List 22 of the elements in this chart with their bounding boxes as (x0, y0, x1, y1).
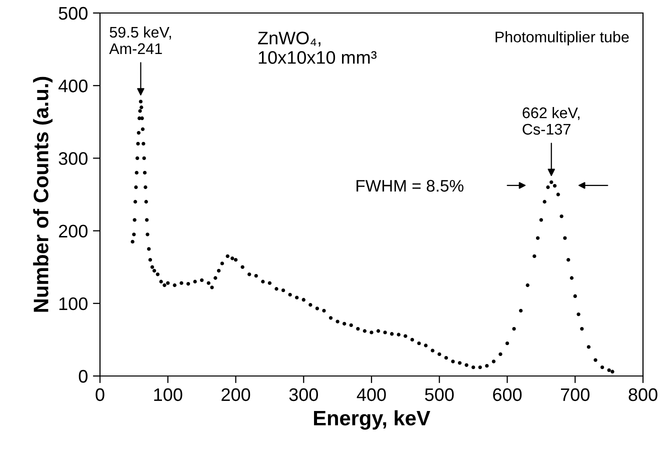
y-tick-label: 200 (58, 224, 88, 238)
x-axis-title: Energy, keV (314, 410, 430, 430)
annotation: 662 keV, Cs-137 (522, 107, 580, 135)
y-tick-label: 0 (78, 370, 88, 383)
y-tick-label: 500 (58, 6, 88, 20)
annotation: ZnWO₄, 10x10x10 mm³ (258, 32, 377, 64)
x-tick-label: 700 (560, 388, 590, 402)
x-tick-label: 100 (154, 388, 182, 402)
annotation: FWHM = 8.5% (356, 180, 464, 192)
x-tick-label: 200 (222, 388, 250, 402)
y-tick-label: 300 (58, 152, 88, 165)
y-tick-label: 100 (59, 297, 88, 310)
y-tick-label: 400 (58, 80, 88, 92)
x-tick-label: 500 (425, 388, 454, 402)
x-tick-label: 800 (628, 388, 658, 402)
x-tick-label: 300 (289, 388, 318, 402)
x-tick-label: 0 (96, 388, 104, 402)
annotation: 59.5 keV, Am-241 (109, 26, 171, 54)
annotation: Photomultiplier tube (496, 31, 629, 46)
x-tick-label: 600 (493, 388, 522, 402)
x-tick-label: 400 (356, 388, 386, 402)
y-axis-title: Number of Counts (a.u.) (33, 76, 53, 312)
